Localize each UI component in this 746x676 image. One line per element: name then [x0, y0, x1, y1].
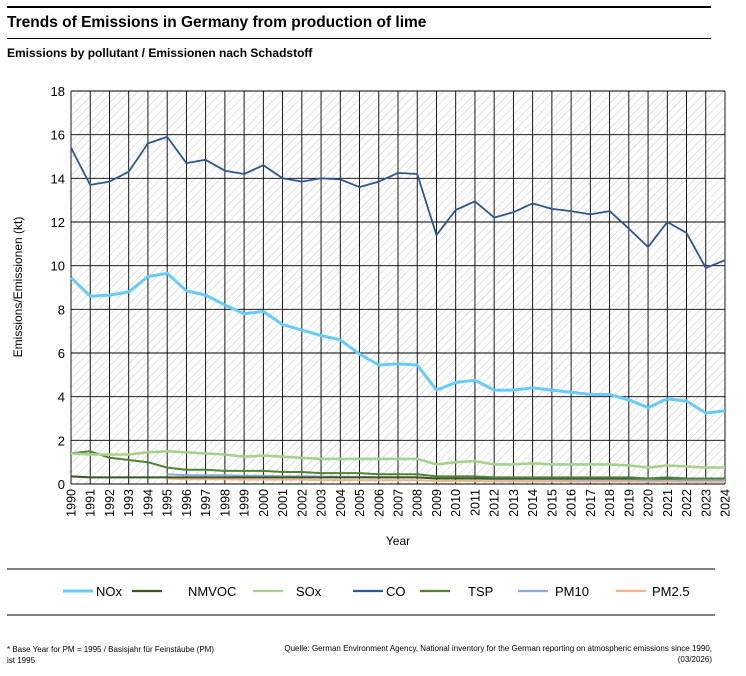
- x-tick-label: 1999: [238, 489, 252, 517]
- legend-label-co: CO: [386, 584, 406, 599]
- x-tick-label: 2021: [661, 489, 675, 517]
- x-tick-label: 2018: [603, 489, 617, 517]
- x-tick-label: 2010: [449, 489, 463, 517]
- x-tick-label: 2007: [392, 489, 406, 517]
- chart-subtitle: Emissions by pollutant / Emissionen nach…: [7, 46, 313, 60]
- x-tick-label: 1992: [103, 489, 117, 517]
- x-tick-label: 2014: [526, 489, 540, 517]
- legend-label-pm10: PM10: [555, 584, 589, 599]
- x-tick-label: 2001: [276, 489, 290, 517]
- y-tick-label: 4: [58, 390, 65, 405]
- x-axis-title: Year: [386, 534, 410, 548]
- x-tick-label: 2005: [353, 489, 367, 517]
- y-tick-label: 6: [58, 346, 65, 361]
- x-tick-label: 2008: [411, 489, 425, 517]
- x-tick-label: 2002: [295, 489, 309, 517]
- x-tick-label: 2020: [642, 489, 656, 517]
- series-line-nmvoc: [70, 475, 725, 480]
- y-tick-label: 2: [58, 433, 65, 448]
- x-tick-label: 2016: [565, 489, 579, 517]
- x-tick-labels: 1990 1991 1992 1993 1994 1995 1996 1997 1998 1999…: [65, 489, 733, 517]
- x-tick-label: 2023: [699, 489, 713, 517]
- y-axis-title: Emissions/Emissionen (kt): [11, 217, 25, 358]
- x-tick-label: 2017: [584, 489, 598, 517]
- x-tick-label: 1995: [161, 489, 175, 517]
- series-line-sox: [70, 450, 725, 469]
- emissions-line-chart: 0 2 4 6 8 10 12 14 16 18 1990 1991 1992 1993 1994 1995…: [7, 84, 733, 616]
- x-tick-label: 2004: [334, 489, 348, 517]
- x-tick-label: 1994: [141, 489, 155, 517]
- y-tick-label: 12: [51, 215, 65, 230]
- legend-label-pm25: PM2.5: [652, 584, 690, 599]
- source-note: Quelle: German Environment Agency, Natio…: [284, 644, 712, 664]
- y-tick-label: 10: [51, 259, 65, 274]
- chart-title: Trends of Emissions in Germany from prod…: [7, 14, 427, 31]
- x-tick-label: 2000: [257, 489, 271, 517]
- x-tick-label: 2013: [507, 489, 521, 517]
- legend-label-nox: NOx: [96, 584, 123, 599]
- series-line-pm25: [167, 477, 725, 483]
- x-tick-label: 2006: [372, 489, 386, 517]
- x-tick-label: 2012: [488, 489, 502, 517]
- y-tick-label: 16: [51, 128, 65, 143]
- x-tick-label: 1996: [180, 489, 194, 517]
- title-rule: [7, 38, 711, 39]
- legend: NOx NMVOC SOx CO TSP PM10 PM2.5: [63, 584, 690, 599]
- top-rule: [7, 6, 711, 8]
- x-tick-label: 2009: [430, 489, 444, 517]
- y-tick-labels: 0 2 4 6 8 10 12 14 16 18: [51, 84, 65, 492]
- y-tick-label: 8: [58, 302, 65, 317]
- series-line-nox: [69, 271, 726, 415]
- x-tick-label: 2011: [468, 489, 482, 516]
- footnote: * Base Year for PM = 1995 / Basisjahr fü…: [7, 645, 214, 665]
- series-line-tsp: [70, 450, 725, 480]
- series-lines: [69, 136, 726, 483]
- series-line-co: [70, 136, 726, 269]
- y-tick-label: 18: [51, 84, 65, 99]
- x-tick-label: 2024: [719, 489, 733, 517]
- x-tick-label: 1998: [218, 489, 232, 517]
- x-tick-label: 1990: [65, 489, 79, 517]
- x-tick-label: 2019: [622, 489, 636, 517]
- y-tick-label: 0: [58, 477, 65, 492]
- x-tick-label: 1991: [84, 489, 98, 517]
- y-tick-label: 14: [51, 171, 65, 186]
- x-tick-label: 2015: [545, 489, 559, 517]
- x-tick-label: 1993: [122, 489, 136, 517]
- x-tick-label: 1997: [199, 489, 213, 517]
- legend-label-tsp: TSP: [468, 584, 493, 599]
- legend-label-nmvoc: NMVOC: [188, 584, 236, 599]
- x-tick-label: 2003: [315, 489, 329, 517]
- x-tick-label: 2022: [680, 489, 694, 517]
- legend-label-sox: SOx: [296, 584, 322, 599]
